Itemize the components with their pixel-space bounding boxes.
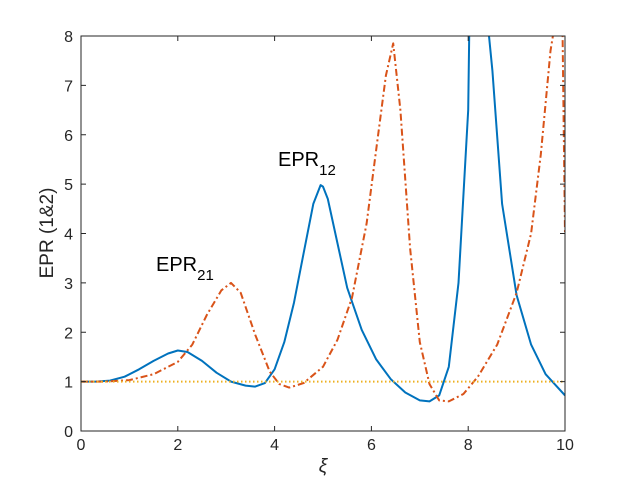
- x-tick-label-6: 6: [367, 437, 376, 454]
- x-tick-label-0: 0: [77, 437, 86, 454]
- plot-area-background: [81, 36, 565, 431]
- y-tick-label-6: 6: [64, 128, 73, 145]
- annotation-epr12: EPR12: [278, 149, 336, 179]
- series-line-1: [81, 36, 565, 403]
- series-line-2: [81, 36, 565, 403]
- series-layer: [81, 36, 565, 403]
- annotation-epr21-sub: 21: [197, 267, 214, 284]
- annotation-epr21-main: EPR: [156, 254, 197, 276]
- y-tick-label-7: 7: [64, 78, 73, 95]
- y-axis-label: EPR (1&2): [37, 188, 58, 279]
- x-axis-label: ξ: [319, 456, 329, 477]
- y-tick-label-0: 0: [64, 424, 73, 441]
- x-tick-label-2: 2: [173, 437, 182, 454]
- x-tick-label-10: 10: [556, 437, 574, 454]
- x-tick-label-8: 8: [464, 437, 473, 454]
- y-tick-label-3: 3: [64, 276, 73, 293]
- annotation-epr12-main: EPR: [278, 149, 319, 171]
- y-tick-label-1: 1: [64, 375, 73, 392]
- y-tick-label-4: 4: [64, 227, 73, 244]
- y-tick-label-5: 5: [64, 177, 73, 194]
- annotation-epr21: EPR21: [156, 254, 214, 284]
- y-tick-label-8: 8: [64, 29, 73, 46]
- y-tick-label-2: 2: [64, 325, 73, 342]
- annotation-epr12-sub: 12: [319, 162, 336, 179]
- x-tick-label-4: 4: [270, 437, 279, 454]
